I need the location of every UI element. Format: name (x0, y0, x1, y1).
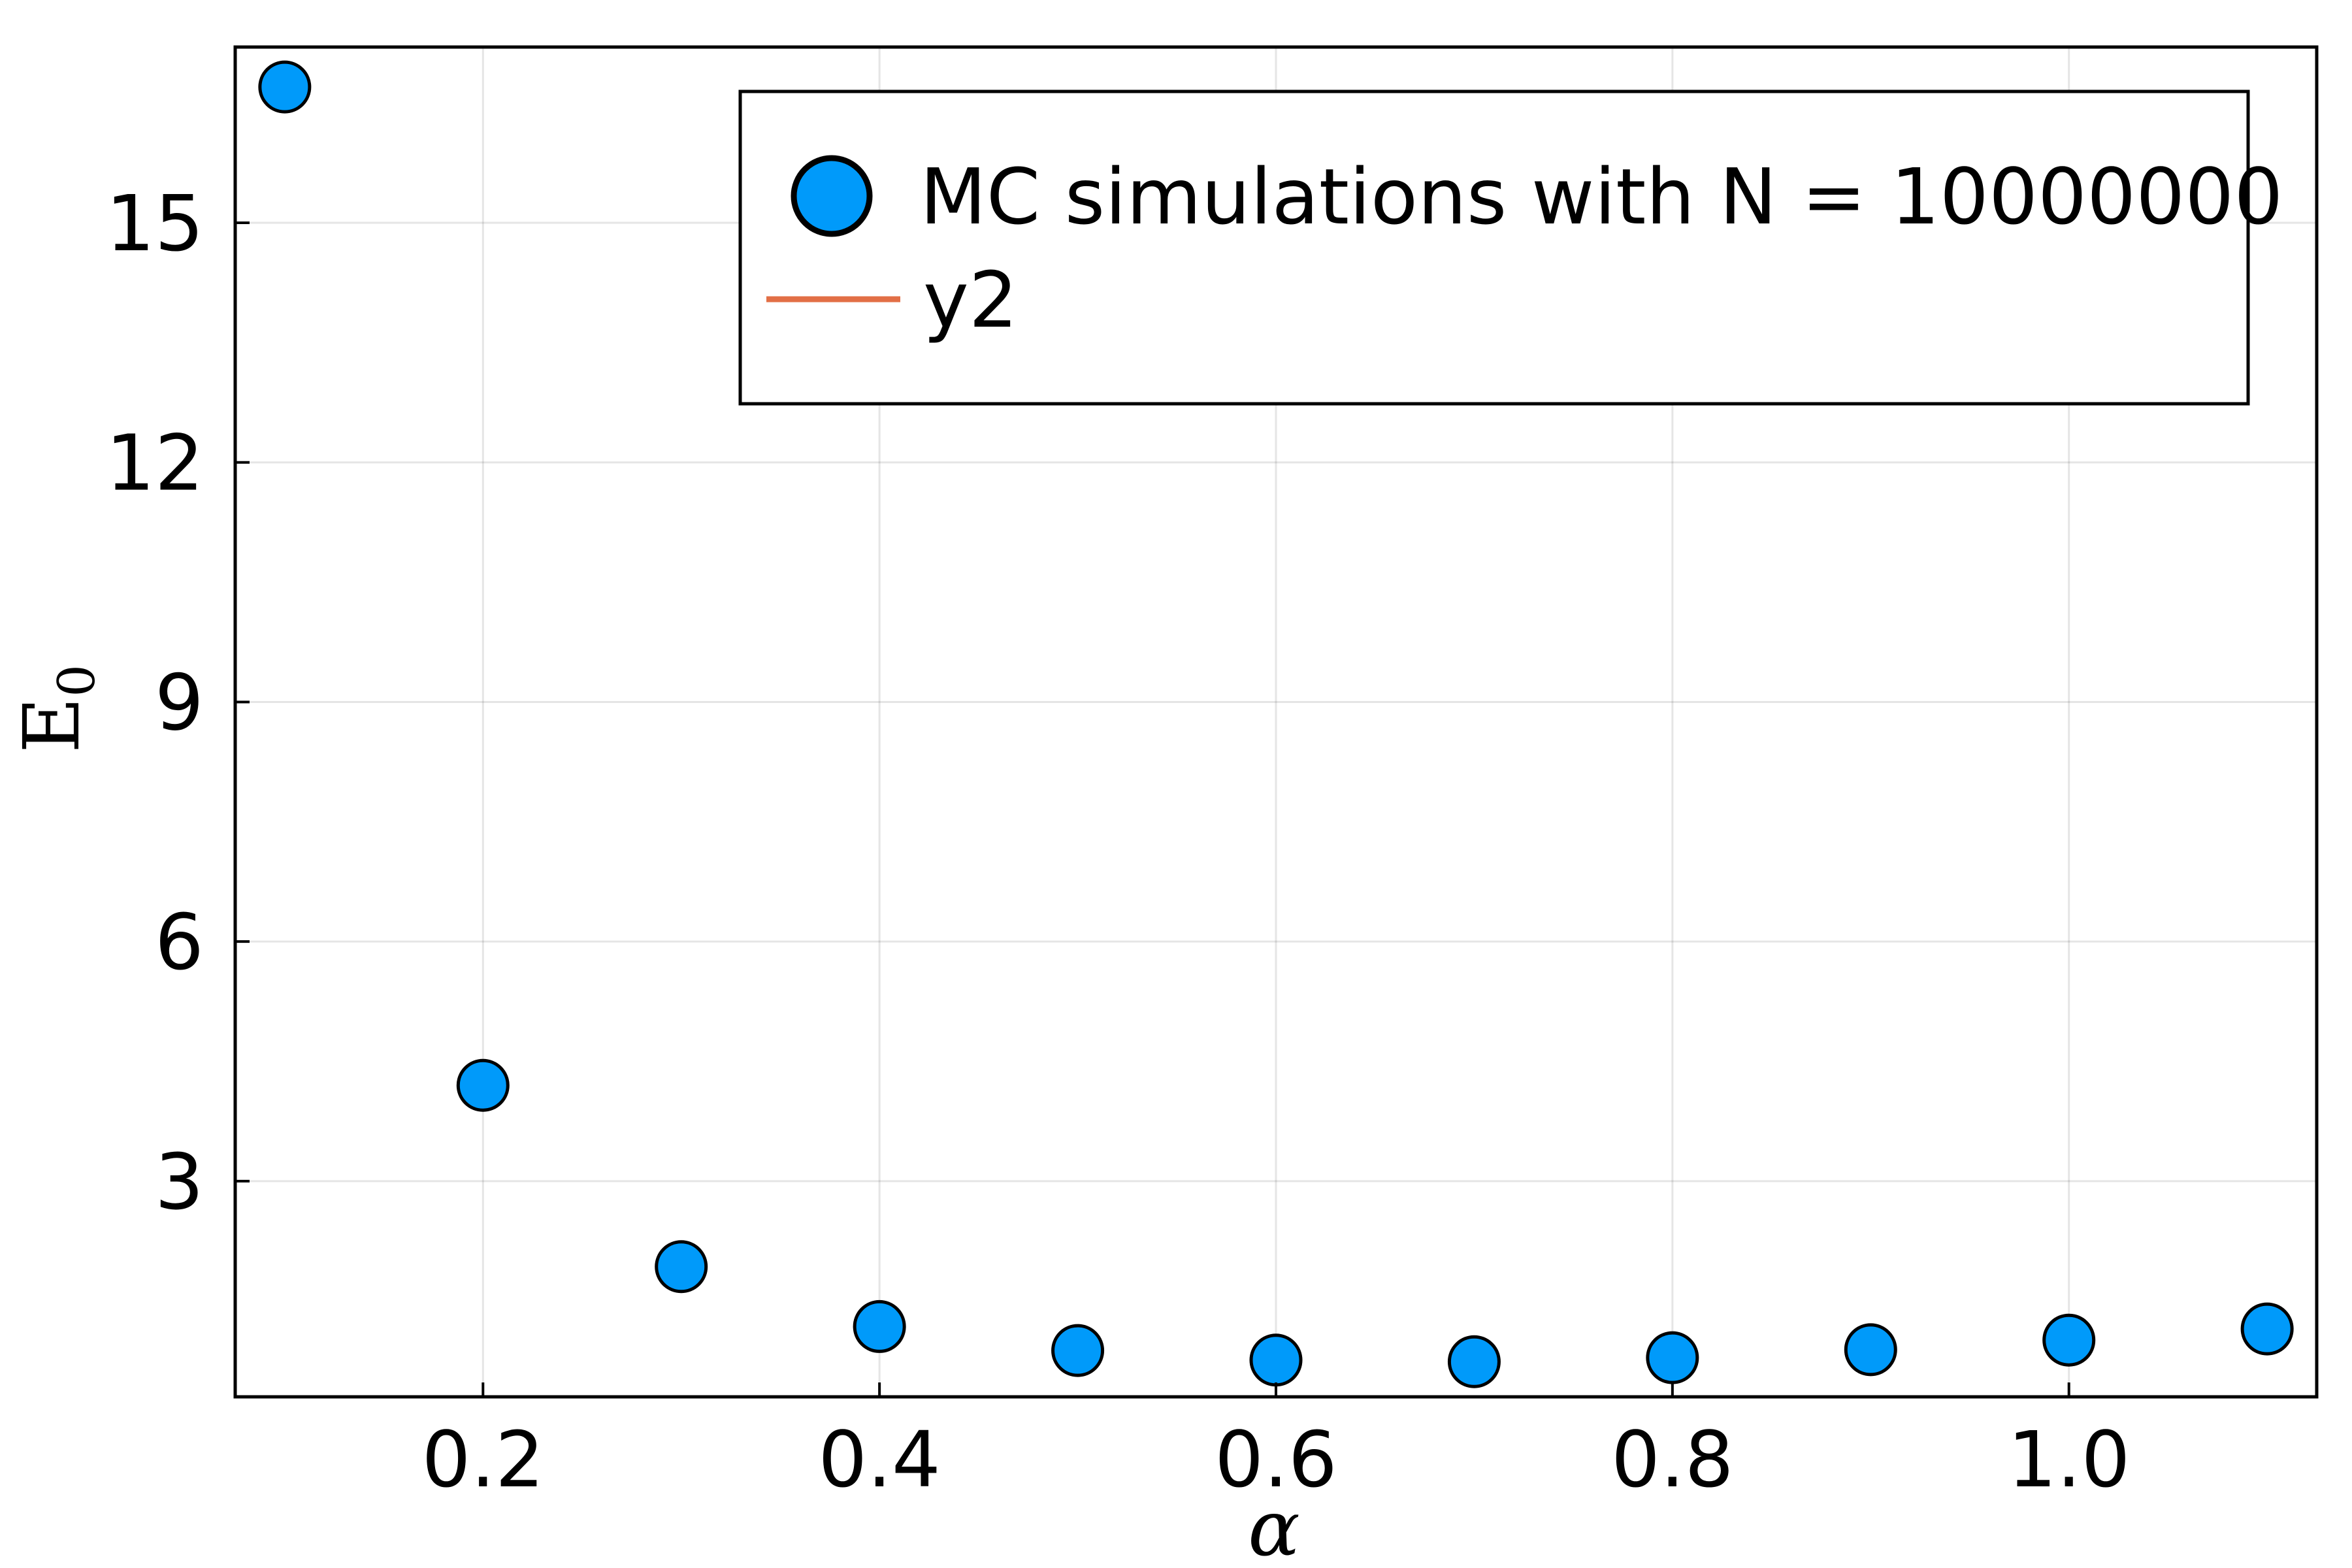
data-point (456, 1058, 510, 1112)
x-tick-label: 0.2 (421, 1414, 544, 1505)
y-tick-label: 3 (155, 1137, 204, 1227)
data-point (1844, 1323, 1897, 1377)
data-point (1646, 1331, 1699, 1384)
data-point (2042, 1313, 2096, 1367)
y-tick-label: 6 (155, 897, 204, 987)
data-point (2240, 1302, 2294, 1356)
data-point (258, 60, 312, 114)
data-points (258, 60, 2294, 1388)
legend: MC simulations with N = 10000000 y2 (738, 90, 2283, 406)
y-tick-label: 15 (106, 178, 204, 269)
y-axis-label-subscript: 0 (48, 664, 106, 697)
x-axis-label: α (1248, 1483, 1300, 1568)
legend-marker-mc (791, 155, 873, 237)
y-axis-label-main: E (7, 697, 97, 753)
legend-label-y2: y2 (923, 255, 1018, 345)
y-tick-label: 12 (106, 418, 204, 508)
data-point (655, 1240, 708, 1294)
y-tick-labels: 3 6 9 12 15 (106, 178, 204, 1227)
data-point (1249, 1333, 1303, 1387)
y-axis-label-group: E0 (7, 664, 106, 753)
legend-box (738, 90, 2250, 406)
y-axis-label: E0 (7, 664, 106, 753)
x-tick-label: 0.8 (1611, 1414, 1734, 1505)
data-point (1051, 1324, 1105, 1377)
x-tick-labels: 0.2 0.4 0.6 0.8 1.0 (421, 1414, 2130, 1505)
y-tick-label: 9 (155, 657, 204, 747)
x-tick-label: 1.0 (2008, 1414, 2131, 1505)
data-point (853, 1299, 906, 1353)
x-tick-label: 0.4 (818, 1414, 941, 1505)
tick-marks (235, 221, 2070, 1397)
data-point (1447, 1335, 1501, 1388)
legend-label-mc: MC simulations with N = 10000000 (920, 152, 2283, 242)
x-tick-label: 0.6 (1215, 1414, 1337, 1505)
